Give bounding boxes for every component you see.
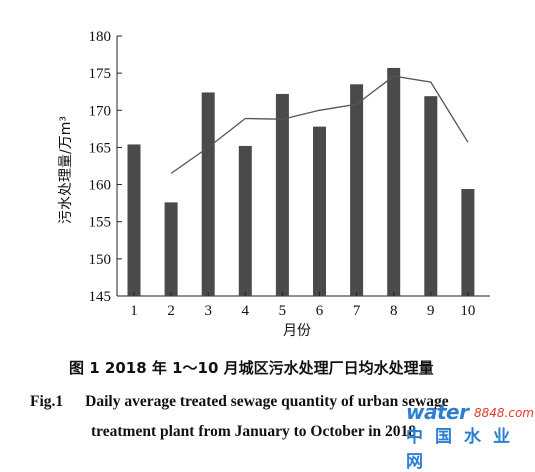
bar bbox=[350, 84, 364, 297]
y-axis-title: 污水处理量/万m³ bbox=[58, 116, 74, 224]
y-axis-ticks: 145 150 155 160 165 170 175 180 bbox=[89, 29, 122, 305]
watermark-logo: water 8848.com 中国水业网 bbox=[404, 400, 534, 472]
watermark-digits: 8848 bbox=[474, 406, 505, 420]
x-tick-label: 7 bbox=[353, 303, 361, 319]
plot-area bbox=[116, 36, 490, 297]
figure-caption-en-line2: treatment plant from January to October … bbox=[91, 423, 417, 440]
watermark-brand: water bbox=[406, 400, 469, 424]
x-tick-label: 4 bbox=[242, 303, 250, 319]
y-tick-label: 165 bbox=[89, 140, 112, 156]
y-tick-label: 150 bbox=[89, 252, 112, 268]
y-tick-label: 180 bbox=[89, 29, 112, 45]
x-tick-label: 5 bbox=[279, 303, 287, 319]
bar bbox=[424, 96, 438, 297]
y-tick-label: 170 bbox=[89, 103, 112, 119]
y-tick-label: 160 bbox=[89, 178, 112, 194]
x-tick-label: 10 bbox=[460, 303, 475, 319]
x-tick-label: 2 bbox=[167, 303, 175, 319]
x-axis-title: 月份 bbox=[283, 323, 311, 339]
y-tick-label: 175 bbox=[89, 66, 112, 82]
bar bbox=[313, 126, 326, 296]
watermark-number: 8848.com bbox=[474, 406, 534, 420]
x-tick-label: 8 bbox=[390, 303, 398, 319]
x-tick-label: 1 bbox=[130, 303, 138, 319]
x-axis-ticks: 1 2 3 4 5 6 7 8 9 10 bbox=[130, 292, 475, 319]
y-tick-label: 155 bbox=[89, 215, 112, 231]
y-tick-label: 145 bbox=[89, 289, 112, 305]
watermark-cn: 中国水业网 bbox=[406, 427, 522, 472]
bar bbox=[238, 145, 252, 296]
caption-en-text: Daily average treated sewage quantity of… bbox=[85, 393, 449, 410]
bar bbox=[164, 202, 178, 296]
watermark-domain: .com bbox=[504, 406, 534, 420]
x-tick-label: 9 bbox=[427, 303, 435, 319]
figure-caption-cn: 图 1 2018 年 1～10 月城区污水处理厂日均水处理量 bbox=[69, 359, 434, 377]
bar bbox=[461, 189, 475, 296]
bar bbox=[387, 67, 401, 296]
x-tick-label: 6 bbox=[316, 303, 324, 319]
figure-caption-en-line1: Fig.1 Daily average treated sewage quanti… bbox=[30, 393, 449, 411]
x-tick-label: 3 bbox=[204, 303, 212, 319]
bar bbox=[201, 92, 215, 296]
bar bbox=[127, 144, 141, 296]
figure-number: Fig.1 bbox=[30, 393, 64, 410]
bar bbox=[275, 93, 289, 296]
trend-line bbox=[170, 75, 469, 174]
